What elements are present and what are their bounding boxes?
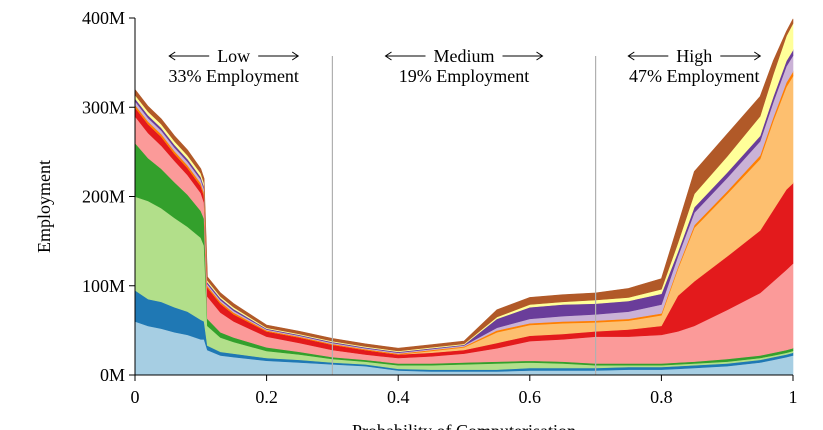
region-share-high: 47% Employment xyxy=(629,66,759,86)
y-tick-label: 300M xyxy=(82,97,125,117)
x-tick-label: 0 xyxy=(131,387,140,407)
x-tick-label: 1 xyxy=(789,387,798,407)
y-tick-label: 0M xyxy=(100,365,125,385)
region-name-high: High xyxy=(676,46,712,66)
axes xyxy=(129,17,794,381)
arrow-right-icon xyxy=(536,51,544,61)
arrow-left-icon xyxy=(168,51,176,61)
arrow-right-icon xyxy=(291,51,300,61)
tick-labels: 0M 100M 200M 300M 400M 0 0.2 0.4 0.6 0.8 1 xyxy=(82,8,798,407)
region-divider-lines xyxy=(331,56,597,375)
arrow-left-icon xyxy=(384,51,392,61)
region-share-low: 33% Employment xyxy=(168,66,298,86)
arrow-right-icon xyxy=(754,51,762,61)
x-axis-label: Probability of Computerisation xyxy=(352,421,576,430)
x-tick-label: 0.8 xyxy=(650,387,673,407)
arrow-left-icon xyxy=(627,51,635,61)
region-name-medium: Medium xyxy=(434,46,495,66)
x-tick-label: 0.4 xyxy=(387,387,410,407)
area-series-group xyxy=(134,18,794,376)
y-tick-label: 200M xyxy=(82,187,125,207)
region-share-medium: 19% Employment xyxy=(399,66,529,86)
y-tick-label: 400M xyxy=(82,8,125,28)
x-tick-label: 0.2 xyxy=(255,387,278,407)
region-name-low: Low xyxy=(217,46,250,66)
y-tick-label: 100M xyxy=(82,276,125,296)
y-axis-label: Employment xyxy=(34,160,54,253)
x-tick-label: 0.6 xyxy=(519,387,542,407)
area-series-12 xyxy=(134,18,794,352)
